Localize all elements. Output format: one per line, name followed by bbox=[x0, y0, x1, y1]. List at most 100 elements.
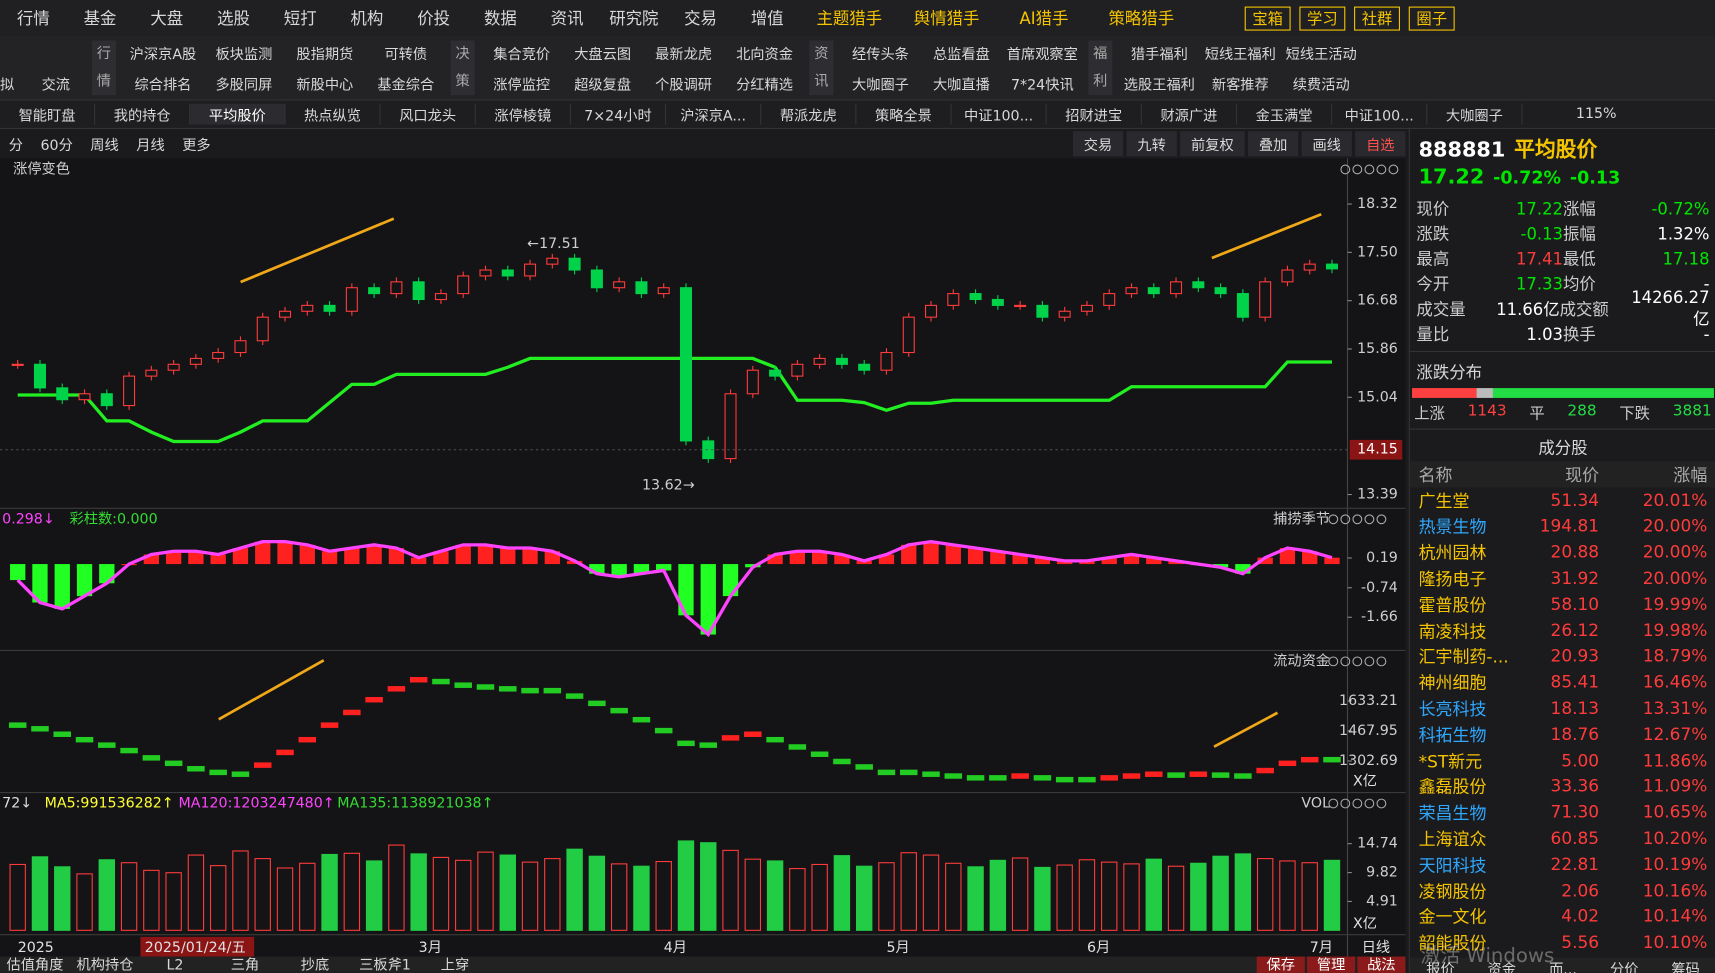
menu-item-special[interactable]: AI猎手 bbox=[1019, 8, 1069, 29]
tool-button[interactable]: 新股中心 bbox=[296, 77, 354, 95]
tool-button[interactable]: 大盘云图 bbox=[574, 47, 632, 64]
period-button[interactable]: 周线 bbox=[90, 137, 119, 154]
tool-button[interactable]: 首席观察室 bbox=[1006, 47, 1078, 64]
tool-button[interactable]: 可转债 bbox=[384, 47, 428, 64]
menu-item-special[interactable]: 主题猎手 bbox=[816, 8, 883, 29]
menu-item[interactable]: 基金 bbox=[83, 8, 117, 29]
period-button[interactable]: 月线 bbox=[136, 137, 165, 154]
constituent-row[interactable]: 荣昌生物 71.30 10.65% bbox=[1410, 800, 1715, 826]
tool-button[interactable]: 基金综合 bbox=[377, 77, 435, 95]
chart-tool-button[interactable]: 画线 bbox=[1301, 130, 1352, 156]
tab[interactable]: 招财进宝 bbox=[1047, 103, 1142, 125]
tool-button[interactable]: 集合竞价 bbox=[493, 47, 551, 64]
tab[interactable]: 大咖圈子 bbox=[1427, 103, 1523, 125]
tab[interactable]: 我的持仓 bbox=[95, 103, 191, 125]
menu-item[interactable]: 增值 bbox=[750, 8, 784, 29]
tool-button[interactable]: 大咖直播 bbox=[932, 77, 990, 95]
tab[interactable]: 沪深京A... bbox=[666, 103, 762, 125]
constituent-row[interactable]: 长亮科技 18.13 13.31% bbox=[1410, 695, 1715, 721]
constituent-row[interactable]: 杭州园林 20.88 20.00% bbox=[1410, 539, 1715, 565]
tool-button[interactable]: 个股调研 bbox=[655, 77, 713, 95]
bottom-tab[interactable]: 三角 bbox=[230, 957, 260, 973]
tab[interactable]: 中证100... bbox=[1332, 103, 1428, 125]
menu-item[interactable]: 机构 bbox=[350, 8, 384, 29]
constituent-row[interactable]: 汇宇制药-... 20.93 18.79% bbox=[1410, 643, 1715, 669]
tab[interactable]: 7×24小时 bbox=[571, 103, 667, 125]
side-tab[interactable]: 筹码 bbox=[1671, 962, 1700, 973]
tab[interactable]: 金玉满堂 bbox=[1237, 103, 1333, 125]
constituent-row[interactable]: 霍普股份 58.10 19.99% bbox=[1410, 591, 1715, 617]
bottom-tab[interactable]: 估值角度 bbox=[6, 957, 64, 973]
menu-item[interactable]: 研究院 bbox=[609, 8, 659, 29]
menu-item[interactable]: 价投 bbox=[417, 8, 451, 29]
menu-item[interactable]: 行情 bbox=[16, 8, 50, 29]
constituent-row[interactable]: 热景生物 194.81 20.00% bbox=[1410, 513, 1715, 539]
tool-button[interactable]: 超级复盘 bbox=[574, 77, 632, 95]
period-button[interactable]: 分 bbox=[8, 137, 23, 154]
tool-button[interactable]: 多股同屏 bbox=[215, 77, 273, 95]
tab[interactable]: 中证100... bbox=[952, 103, 1047, 125]
constituent-row[interactable]: 鑫磊股份 33.36 11.09% bbox=[1410, 774, 1715, 800]
chart-tool-button[interactable]: 九转 bbox=[1126, 130, 1177, 156]
constituent-row[interactable]: 神州细胞 85.41 16.46% bbox=[1410, 669, 1715, 695]
constituent-row[interactable]: 凌钢股份 2.06 10.16% bbox=[1410, 878, 1715, 904]
chart-tool-button[interactable]: 叠加 bbox=[1247, 130, 1299, 156]
menu-box-button[interactable]: 社群 bbox=[1354, 6, 1400, 31]
tool-button[interactable]: 续费活动 bbox=[1292, 77, 1350, 95]
tab[interactable]: 智能盯盘 bbox=[0, 103, 96, 125]
bottom-tab[interactable]: L2 bbox=[166, 957, 184, 973]
tool-button[interactable]: 板块监测 bbox=[215, 47, 273, 64]
constituent-row[interactable]: 韶能股份 5.56 10.10% bbox=[1410, 930, 1715, 956]
tab[interactable]: 热点纵览 bbox=[285, 103, 381, 125]
tool-button[interactable]: 北向资金 bbox=[736, 47, 793, 64]
constituent-row[interactable]: *ST新元 5.00 11.86% bbox=[1410, 747, 1715, 773]
side-tab[interactable]: 报价 bbox=[1426, 962, 1455, 973]
tab[interactable]: 涨停棱镜 bbox=[476, 103, 571, 125]
bottom-action[interactable]: 管理 bbox=[1307, 956, 1356, 973]
bottom-tab[interactable]: 三板斧1 bbox=[359, 957, 411, 973]
tool-button[interactable]: 短线王福利 bbox=[1204, 47, 1276, 64]
menu-item[interactable]: 资讯 bbox=[550, 8, 584, 29]
tool-button[interactable]: 涨停监控 bbox=[493, 77, 551, 95]
quick-button[interactable]: 交流 bbox=[41, 77, 71, 95]
tab[interactable]: 风口龙头 bbox=[381, 103, 476, 125]
menu-box-button[interactable]: 圈子 bbox=[1408, 6, 1455, 31]
constituent-row[interactable]: 金一文化 4.02 10.14% bbox=[1410, 904, 1715, 930]
chart-tool-button[interactable]: 交易 bbox=[1072, 130, 1124, 156]
chart-tool-button[interactable]: 前复权 bbox=[1180, 130, 1245, 156]
tool-button[interactable]: 大咖圈子 bbox=[852, 77, 909, 95]
bottom-action[interactable]: 保存 bbox=[1256, 956, 1305, 973]
menu-item[interactable]: 大盘 bbox=[150, 8, 184, 29]
tab[interactable]: 平均股价 bbox=[190, 103, 286, 125]
tool-button[interactable]: 短线王活动 bbox=[1285, 47, 1357, 64]
constituent-row[interactable]: 南凌科技 26.12 19.98% bbox=[1410, 617, 1715, 643]
period-button[interactable]: 更多 bbox=[182, 137, 211, 154]
menu-item-special[interactable]: 策略猎手 bbox=[1108, 8, 1175, 29]
tool-button[interactable]: 综合排名 bbox=[134, 77, 192, 95]
tool-button[interactable]: 新客推荐 bbox=[1211, 77, 1269, 95]
constituent-row[interactable]: 上海谊众 60.85 10.20% bbox=[1410, 826, 1715, 852]
bottom-tab[interactable]: 上穿 bbox=[440, 957, 470, 973]
menu-item[interactable]: 短打 bbox=[283, 8, 317, 29]
constituent-row[interactable]: 天阳科技 22.81 10.19% bbox=[1410, 852, 1715, 878]
tool-button[interactable]: 最新龙虎 bbox=[655, 47, 713, 64]
side-tab[interactable]: 资金 bbox=[1487, 962, 1516, 973]
tool-button[interactable]: 股指期货 bbox=[296, 47, 354, 64]
tool-button[interactable]: 沪深京A股 bbox=[129, 47, 197, 64]
side-tab[interactable]: 而... bbox=[1549, 962, 1577, 973]
bottom-tab[interactable]: 机构持仓 bbox=[76, 957, 134, 973]
constituent-row[interactable]: 科拓生物 18.76 12.67% bbox=[1410, 721, 1715, 747]
tool-button[interactable]: 7*24快讯 bbox=[1010, 77, 1074, 95]
menu-item[interactable]: 交易 bbox=[684, 8, 717, 29]
tool-button[interactable]: 总监看盘 bbox=[932, 47, 990, 64]
menu-item-special[interactable]: 舆情猎手 bbox=[913, 8, 980, 29]
menu-box-button[interactable]: 宝箱 bbox=[1244, 6, 1291, 31]
tool-button[interactable]: 分红精选 bbox=[736, 77, 793, 95]
menu-box-button[interactable]: 学习 bbox=[1299, 6, 1346, 31]
tab[interactable]: 财源广进 bbox=[1142, 103, 1238, 125]
tab[interactable]: 帮派龙虎 bbox=[761, 103, 857, 125]
constituent-row[interactable]: 广生堂 51.34 20.01% bbox=[1410, 487, 1715, 513]
tab[interactable]: 策略全景 bbox=[856, 103, 952, 125]
menu-item[interactable]: 数据 bbox=[483, 8, 517, 29]
side-tab[interactable]: 分价 bbox=[1609, 962, 1639, 973]
